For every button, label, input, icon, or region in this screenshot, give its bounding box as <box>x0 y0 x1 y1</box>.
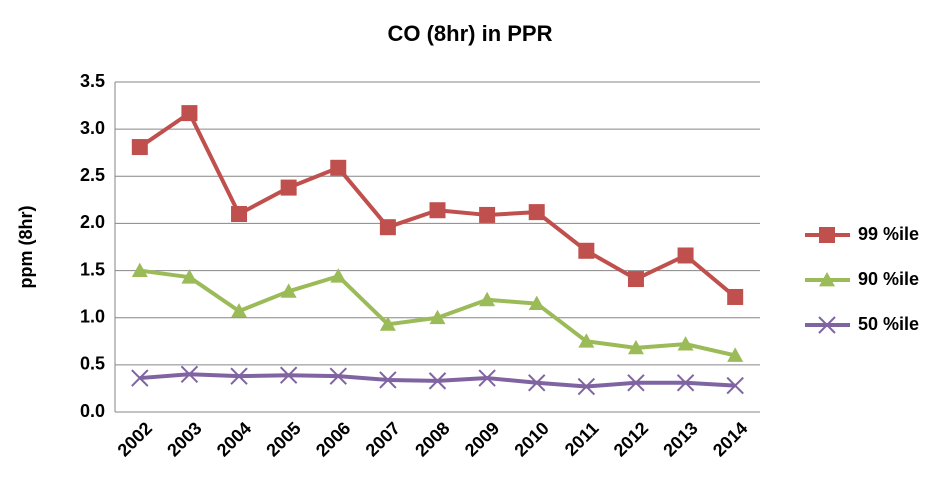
marker <box>627 271 644 288</box>
x-tick-label: 2008 <box>411 418 453 460</box>
marker <box>726 376 744 395</box>
marker <box>727 288 744 305</box>
y-tick-label: 0.5 <box>80 354 105 374</box>
marker <box>676 374 695 392</box>
x-tick-label: 2014 <box>709 418 751 460</box>
x-tick-label: 2012 <box>610 418 652 460</box>
marker <box>479 291 496 307</box>
marker <box>379 371 397 389</box>
y-tick-label: 3.0 <box>80 118 105 138</box>
marker <box>279 366 298 384</box>
marker <box>479 206 496 223</box>
marker <box>131 262 148 277</box>
y-tick-label: 2.5 <box>80 165 105 185</box>
y-tick-label: 1.5 <box>80 259 105 279</box>
marker <box>131 139 148 156</box>
marker <box>627 374 645 392</box>
x-tick-label: 2009 <box>461 418 503 460</box>
x-tick-label: 2006 <box>312 418 354 460</box>
marker <box>280 179 297 196</box>
marker <box>429 202 446 219</box>
chart-title: CO (8hr) in PPR <box>387 21 552 46</box>
marker <box>230 367 248 385</box>
marker <box>181 105 198 122</box>
legend-label: 90 %ile <box>858 269 919 289</box>
marker <box>528 295 545 310</box>
marker <box>577 377 596 396</box>
y-tick-label: 3.5 <box>80 71 105 91</box>
marker <box>181 269 198 284</box>
marker <box>677 336 694 351</box>
y-tick-label: 1.0 <box>80 306 105 326</box>
marker <box>379 219 396 236</box>
legend-marker <box>819 227 835 243</box>
legend-marker <box>819 272 835 287</box>
marker <box>578 242 595 259</box>
x-tick-label: 2011 <box>561 418 603 460</box>
marker <box>330 159 347 176</box>
marker <box>627 339 644 355</box>
marker <box>727 347 744 362</box>
y-tick-label: 2.0 <box>80 212 105 232</box>
y-tick-label: 0.0 <box>80 401 105 421</box>
x-tick-label: 2004 <box>213 418 255 460</box>
marker <box>379 316 396 331</box>
legend-marker <box>818 316 836 334</box>
x-tick-label: 2007 <box>362 418 404 460</box>
marker <box>280 283 297 298</box>
marker <box>131 369 149 387</box>
marker <box>478 369 496 387</box>
x-tick-label: 2002 <box>114 418 156 460</box>
marker <box>231 303 248 318</box>
marker <box>677 247 694 264</box>
x-tick-label: 2005 <box>262 418 304 460</box>
legend-label: 50 %ile <box>858 314 919 334</box>
marker <box>330 268 347 283</box>
marker <box>428 372 447 390</box>
marker <box>329 367 347 385</box>
marker <box>429 309 446 325</box>
x-tick-label: 2013 <box>659 418 701 460</box>
marker <box>528 204 545 221</box>
x-tick-label: 2010 <box>510 418 552 460</box>
marker <box>578 333 595 348</box>
marker <box>231 206 248 222</box>
y-axis-label: ppm (8hr) <box>16 205 36 288</box>
marker <box>528 374 546 392</box>
x-tick-label: 2003 <box>163 418 205 460</box>
marker <box>180 365 199 383</box>
legend-label: 99 %ile <box>858 224 919 244</box>
